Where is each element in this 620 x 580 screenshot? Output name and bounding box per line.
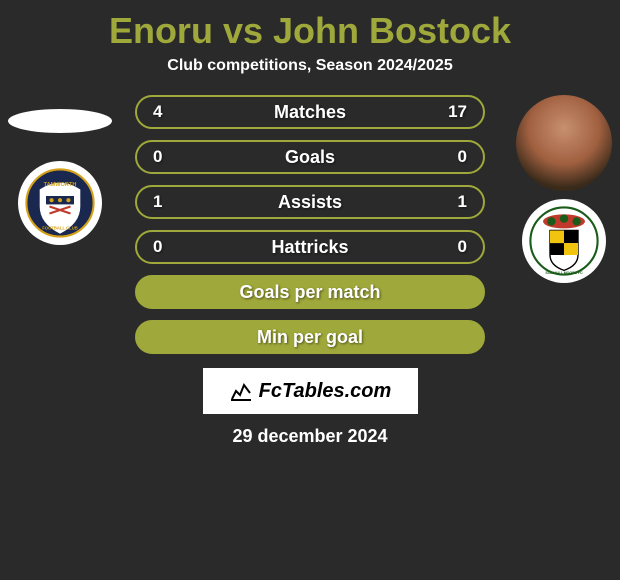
stat-left-value: 0	[153, 237, 173, 257]
solihull-badge-icon: SOLIHULL MOORS FC	[529, 206, 599, 276]
vs-text: vs	[223, 10, 263, 51]
stat-right-value: 1	[447, 192, 467, 212]
stat-left-value: 4	[153, 102, 173, 122]
player2-photo	[516, 95, 612, 191]
player1-name: Enoru	[109, 10, 213, 51]
date-text: 29 december 2024	[0, 426, 620, 447]
tamworth-badge-icon: TAMWORTH FOOTBALL CLUB	[25, 168, 95, 238]
stat-label: Hattricks	[271, 237, 348, 258]
stat-label: Assists	[278, 192, 342, 213]
stat-label: Goals per match	[239, 282, 380, 303]
stat-right-value: 17	[447, 102, 467, 122]
stat-bar-assists: 1 Assists 1	[135, 185, 485, 219]
stat-bar-goals: 0 Goals 0	[135, 140, 485, 174]
stat-label: Matches	[274, 102, 346, 123]
stat-left-value: 0	[153, 147, 173, 167]
svg-text:TAMWORTH: TAMWORTH	[44, 182, 77, 188]
player2-face-icon	[516, 95, 612, 191]
player1-photo	[8, 109, 112, 133]
svg-text:FOOTBALL CLUB: FOOTBALL CLUB	[42, 226, 78, 231]
comparison-card: Enoru vs John Bostock Club competitions,…	[0, 0, 620, 447]
stat-bar-hattricks: 0 Hattricks 0	[135, 230, 485, 264]
player2-club-badge: SOLIHULL MOORS FC	[522, 199, 606, 283]
player-right-column: SOLIHULL MOORS FC	[516, 95, 612, 283]
chart-icon	[229, 379, 253, 403]
subtitle: Club competitions, Season 2024/2025	[0, 57, 620, 95]
player1-club-badge: TAMWORTH FOOTBALL CLUB	[18, 161, 102, 245]
page-title: Enoru vs John Bostock	[0, 0, 620, 57]
stat-left-value: 1	[153, 192, 173, 212]
stat-label: Goals	[285, 147, 335, 168]
svg-text:SOLIHULL MOORS FC: SOLIHULL MOORS FC	[545, 271, 583, 275]
stat-bar-matches: 4 Matches 17	[135, 95, 485, 129]
player2-name: John Bostock	[273, 10, 511, 51]
stat-right-value: 0	[447, 147, 467, 167]
brand-text: FcTables.com	[259, 380, 392, 403]
stat-label: Min per goal	[257, 327, 363, 348]
stat-right-value: 0	[447, 237, 467, 257]
player-left-column: TAMWORTH FOOTBALL CLUB	[8, 95, 112, 283]
brand-box: FcTables.com	[203, 368, 418, 414]
stats-column: 4 Matches 17 0 Goals 0 1 Assists 1 0 Hat…	[135, 95, 485, 354]
main-area: TAMWORTH FOOTBALL CLUB	[0, 95, 620, 447]
stat-bar-min-per-goal: Min per goal	[135, 320, 485, 354]
stat-bar-goals-per-match: Goals per match	[135, 275, 485, 309]
